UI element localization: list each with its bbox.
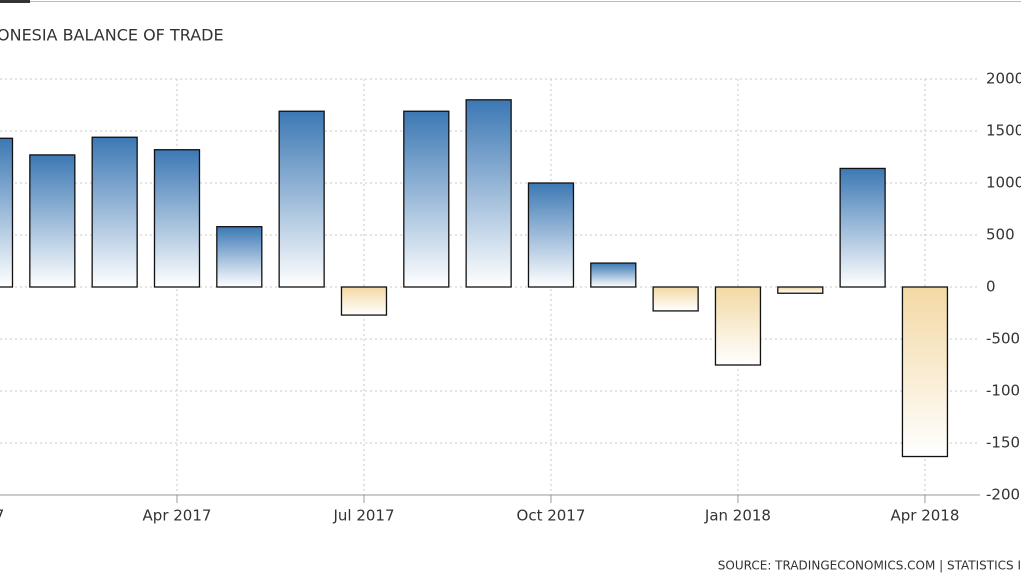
bar [29, 154, 76, 288]
chart-title: ONESIA BALANCE OF TRADE [0, 26, 224, 45]
bar [0, 137, 14, 288]
tab-marker [0, 0, 30, 3]
y-tick-label: -100 [986, 382, 1020, 400]
bar [590, 262, 637, 288]
bar [153, 149, 201, 288]
x-tick-label: Oct 2017 [517, 507, 586, 525]
bar [91, 136, 138, 288]
y-tick-label: 0 [986, 278, 996, 296]
y-tick-label: 1000 [986, 174, 1021, 192]
x-tick-label: 017 [0, 507, 4, 525]
bar [278, 110, 325, 288]
bar [403, 110, 450, 288]
bar [216, 226, 263, 288]
bar [901, 286, 949, 458]
source-note: SOURCE: TRADINGECONOMICS.COM | STATISTIC… [718, 559, 1021, 573]
y-tick-label: -200 [986, 486, 1020, 504]
bar [340, 286, 388, 316]
y-tick-label: -150 [986, 434, 1020, 452]
y-tick-label: -500 [986, 330, 1020, 348]
bar [465, 99, 512, 288]
bar [839, 167, 886, 288]
x-tick-label: Jan 2018 [704, 507, 771, 525]
bar [652, 286, 699, 312]
x-tick-label: Apr 2017 [143, 507, 212, 525]
y-tick-label: 1500 [986, 122, 1021, 140]
x-tick-label: Jul 2017 [332, 507, 394, 525]
bar [714, 286, 762, 366]
x-tick-label: Apr 2018 [890, 507, 959, 525]
y-tick-label: 500 [986, 226, 1015, 244]
bar [527, 182, 575, 288]
bar [777, 286, 824, 294]
y-tick-label: 2000 [986, 70, 1021, 88]
